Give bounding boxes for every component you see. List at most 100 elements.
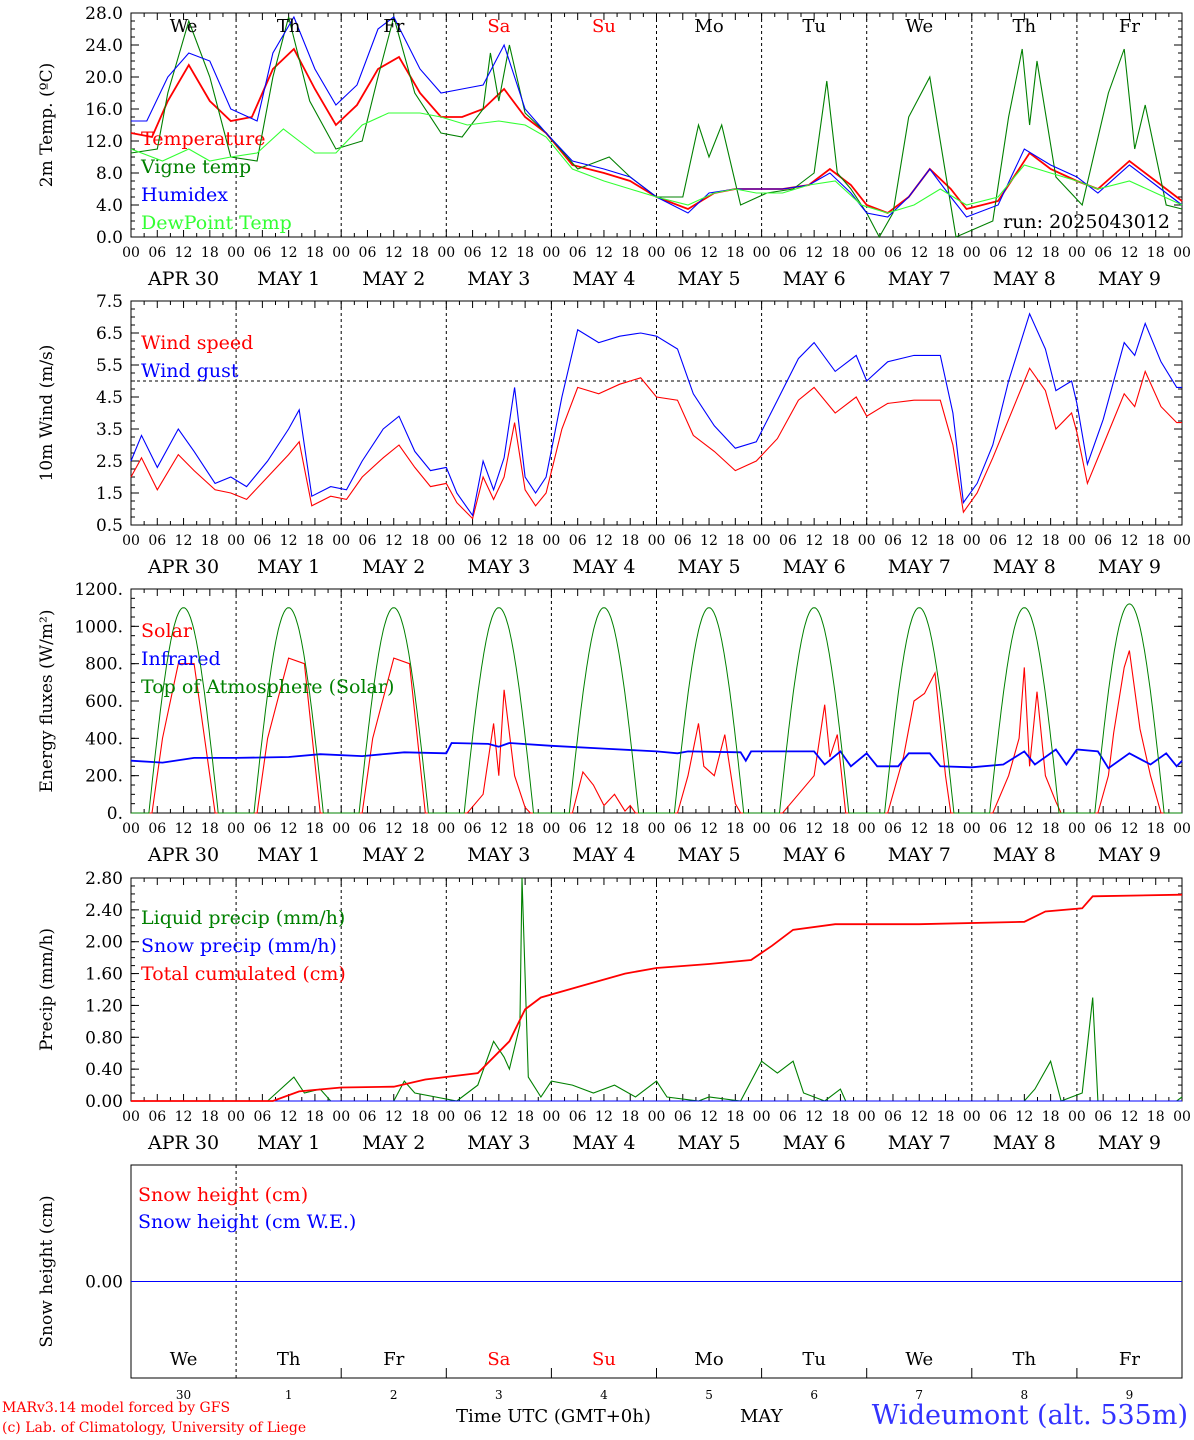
hour-label: 18 xyxy=(306,245,324,261)
y-tick-label: 4.0 xyxy=(96,196,123,216)
y-tick-label: 1.60 xyxy=(85,965,123,985)
hour-label: 00 xyxy=(858,821,876,837)
hour-label: 06 xyxy=(253,1109,271,1125)
hour-label: 12 xyxy=(1015,821,1033,837)
hour-label: 12 xyxy=(1121,245,1139,261)
hour-label: 06 xyxy=(464,821,482,837)
time-axis-label: Time UTC (GMT+0h) xyxy=(456,1406,651,1427)
hour-label: 18 xyxy=(1042,821,1060,837)
y-tick-label: 7.5 xyxy=(96,292,123,312)
hour-label: 06 xyxy=(253,821,271,837)
day-name-bottom: Fr xyxy=(1119,1349,1140,1370)
y-tick-label: 8.0 xyxy=(96,164,123,184)
hour-label: 12 xyxy=(385,245,403,261)
hour-label: 18 xyxy=(306,1109,324,1125)
hour-label: 12 xyxy=(910,533,928,549)
hour-label: 12 xyxy=(910,1109,928,1125)
hour-label: 18 xyxy=(201,533,219,549)
hour-label: 18 xyxy=(726,533,744,549)
hour-label: 00 xyxy=(753,1109,771,1125)
hour-label: 06 xyxy=(779,245,797,261)
y-tick-label: 3.5 xyxy=(96,420,123,440)
hour-label: 12 xyxy=(175,533,193,549)
legend-vigne-temp: Vigne temp xyxy=(140,156,251,178)
hour-label: 00 xyxy=(753,821,771,837)
date-label: MAY 7 xyxy=(888,268,951,290)
hour-label: 18 xyxy=(832,1109,850,1125)
hour-label: 12 xyxy=(490,245,508,261)
y-tick-label: 0.00 xyxy=(85,1273,123,1293)
series-line-dewpoint-temp xyxy=(130,112,1183,214)
hour-label: 18 xyxy=(726,1109,744,1125)
date-label: MAY 3 xyxy=(467,268,530,290)
legend-snow-precip-mm-h-: Snow precip (mm/h) xyxy=(141,935,337,957)
legend-total-cumulated-cm-: Total cumulated (cm) xyxy=(141,963,346,985)
date-label: MAY 3 xyxy=(467,556,530,578)
date-label: MAY 4 xyxy=(572,268,635,290)
y-tick-label: 0.0 xyxy=(96,228,123,248)
hour-label: 06 xyxy=(989,533,1007,549)
hour-label: 00 xyxy=(1068,533,1086,549)
legend-liquid-precip-mm-h-: Liquid precip (mm/h) xyxy=(141,907,345,929)
hour-label: 00 xyxy=(648,533,666,549)
date-label: MAY 1 xyxy=(257,556,320,578)
legend-infrared: Infrared xyxy=(141,648,221,670)
hour-label: 18 xyxy=(726,821,744,837)
hour-label: 12 xyxy=(280,245,298,261)
day-number: 4 xyxy=(600,1388,608,1402)
hour-label: 06 xyxy=(884,245,902,261)
hour-label: 18 xyxy=(201,245,219,261)
y-tick-label: 1.20 xyxy=(85,996,123,1016)
hour-label: 12 xyxy=(175,821,193,837)
hour-label: 06 xyxy=(569,1109,587,1125)
date-label: MAY 8 xyxy=(993,268,1056,290)
hour-label: 00 xyxy=(858,533,876,549)
panel-frame-1 xyxy=(130,300,1183,526)
hour-label: 06 xyxy=(253,245,271,261)
y-tick-label: 0.5 xyxy=(96,516,123,536)
date-label: MAY 6 xyxy=(783,268,846,290)
hour-label: 12 xyxy=(490,1109,508,1125)
y-tick-label: 4.5 xyxy=(96,388,123,408)
legend-solar: Solar xyxy=(141,620,193,642)
y-tick-label: 1000. xyxy=(74,617,123,637)
hour-label: 12 xyxy=(280,533,298,549)
hour-label: 12 xyxy=(1015,533,1033,549)
y-tick-label: 2.80 xyxy=(85,869,123,889)
hour-label: 00 xyxy=(542,533,560,549)
hour-label: 06 xyxy=(359,1109,377,1125)
hour-label: 12 xyxy=(595,245,613,261)
hour-label: 06 xyxy=(674,533,692,549)
hour-label: 18 xyxy=(1042,1109,1060,1125)
hour-label: 12 xyxy=(700,821,718,837)
series-line-total-cumulated-cm- xyxy=(131,893,1183,1102)
y-tick-label: 2.40 xyxy=(85,901,123,921)
hour-label: 18 xyxy=(201,821,219,837)
day-name-top: Fr xyxy=(383,16,404,37)
hour-label: 18 xyxy=(306,533,324,549)
y-tick-label: 12.0 xyxy=(85,132,123,152)
hour-label: 06 xyxy=(359,821,377,837)
panel-frame-0 xyxy=(130,12,1183,238)
hour-label: 18 xyxy=(411,245,429,261)
hour-label: 00 xyxy=(753,245,771,261)
hour-label: 18 xyxy=(411,1109,429,1125)
hour-label: 00 xyxy=(437,1109,455,1125)
hour-label: 06 xyxy=(989,245,1007,261)
date-label: MAY 2 xyxy=(362,556,425,578)
hour-label: 00 xyxy=(963,821,981,837)
hour-label: 18 xyxy=(832,245,850,261)
month-label: MAY xyxy=(740,1406,783,1427)
day-name-top: Th xyxy=(1013,16,1037,37)
day-name-top: Sa xyxy=(487,16,510,37)
hour-label: 18 xyxy=(621,245,639,261)
hour-label: 06 xyxy=(569,821,587,837)
date-label: MAY 1 xyxy=(257,844,320,866)
hour-label: 00 xyxy=(227,821,245,837)
date-label: MAY 3 xyxy=(467,1132,530,1154)
hour-label: 18 xyxy=(306,821,324,837)
day-number: 1 xyxy=(285,1388,293,1402)
hour-label: 12 xyxy=(595,533,613,549)
hour-label: 12 xyxy=(385,533,403,549)
